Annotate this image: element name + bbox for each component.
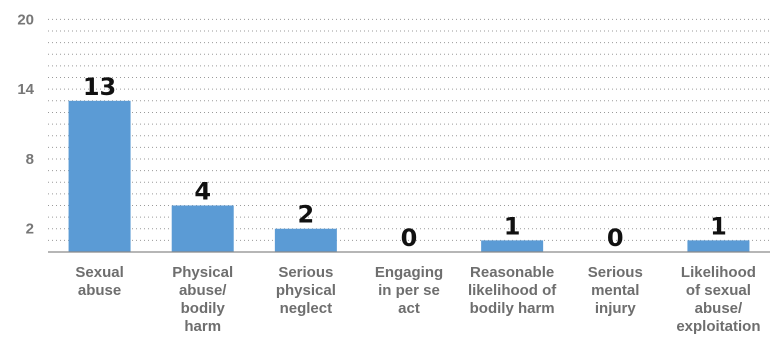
grid-lines (48, 18, 770, 241)
x-category-label: Serious physical neglect (276, 264, 336, 317)
x-category-label-line: of sexual (686, 282, 751, 299)
data-labels: 13 4 2 0 1 0 1 (83, 73, 727, 252)
x-category-label-line: act (398, 300, 420, 317)
x-category-label: Likelihood of sexual abuse/exploitation (676, 264, 760, 335)
x-category-label-line: abuse/ (179, 282, 227, 299)
x-category-label-line: bodily (181, 300, 226, 317)
x-category-label: Physical abuse/bodily harm (172, 264, 233, 335)
x-category-label-line: Likelihood (681, 264, 756, 281)
x-category-label-line: Engaging (375, 264, 443, 281)
x-category-label-line: neglect (280, 300, 333, 317)
bar-value-label: 13 (83, 73, 116, 101)
x-category-label-line: exploitation (676, 318, 760, 335)
x-category-label-line: injury (595, 300, 636, 317)
bar (481, 240, 544, 252)
y-tick-label: 20 (17, 11, 34, 28)
x-category-label-line: likelihood of (468, 282, 557, 299)
x-category-label-line: Physical (172, 264, 233, 281)
bar (687, 240, 750, 252)
y-tick-label: 2 (26, 221, 34, 238)
y-tick-label: 8 (26, 151, 34, 168)
bar-value-label: 2 (298, 201, 315, 229)
bar-value-label: 1 (504, 212, 521, 240)
x-category-label-line: mental (591, 282, 639, 299)
bar-value-label: 0 (401, 224, 418, 252)
x-category-label: Sexual abuse (75, 264, 123, 299)
x-category-label-line: abuse/ (695, 300, 743, 317)
x-category-label-line: abuse (78, 282, 121, 299)
x-category-label: Serious mental injury (588, 264, 643, 317)
x-category-label-line: harm (184, 318, 221, 335)
x-category-label: Engaging in per se act (375, 264, 443, 317)
x-category-label-line: Serious (278, 264, 333, 281)
x-category-label-line: Sexual (75, 264, 123, 281)
x-category-label: Reasonable likelihood of bodily harm (468, 264, 557, 317)
x-category-label-line: in per se (378, 282, 440, 299)
bar (274, 228, 337, 252)
bars (68, 100, 750, 252)
bar-value-label: 4 (194, 177, 211, 205)
bar-value-label: 0 (607, 224, 624, 252)
bar (171, 205, 234, 252)
x-category-label-line: Serious (588, 264, 643, 281)
x-category-label-line: Reasonable (470, 264, 554, 281)
bar (68, 100, 131, 252)
x-category-label-line: physical (276, 282, 336, 299)
y-tick-label: 14 (17, 81, 34, 98)
bar-value-label: 1 (710, 212, 727, 240)
y-axis-ticks: 2 8 14 20 (17, 11, 34, 237)
x-category-label-line: bodily harm (470, 300, 555, 317)
